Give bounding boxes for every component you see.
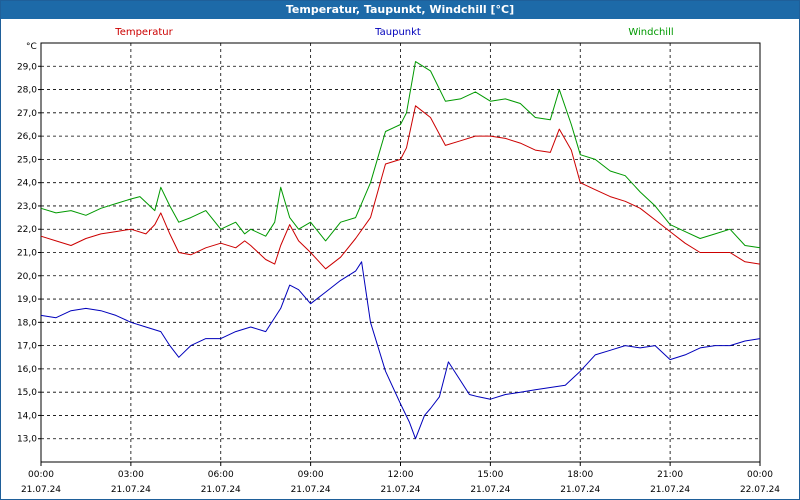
y-tick-label: 17,0 — [17, 342, 37, 352]
y-tick-label: 22,0 — [17, 225, 37, 235]
y-tick-label: 24,0 — [17, 179, 37, 189]
x-tick-date-label: 21.07.24 — [291, 485, 331, 495]
y-tick-label: 25,0 — [17, 155, 37, 165]
series-line-taupunkt — [40, 261, 761, 440]
y-tick-label: 29,0 — [17, 62, 37, 72]
x-tick-time-label: 00:00 — [747, 470, 773, 480]
axis-labels: 13,0 14,0 15,0 16,0 17,0 18,0 19,0 20,0 21,0 22,0… — [17, 62, 780, 495]
legend-item-windchill: Windchill — [628, 27, 673, 38]
x-tick-date-label: 21.07.24 — [470, 485, 510, 495]
y-tick-label: 27,0 — [17, 109, 37, 119]
y-tick-label: 28,0 — [17, 86, 37, 96]
y-tick-label: 14,0 — [17, 411, 37, 421]
x-tick-time-label: 21:00 — [657, 470, 683, 480]
data-series — [40, 61, 761, 440]
grid-lines — [41, 43, 760, 462]
y-tick-label: 15,0 — [17, 388, 37, 398]
x-tick-time-label: 15:00 — [477, 470, 503, 480]
y-tick-label: 21,0 — [17, 249, 37, 259]
y-tick-label: 23,0 — [17, 202, 37, 212]
x-tick-date-label: 21.07.24 — [380, 485, 420, 495]
y-tick-label: 19,0 — [17, 295, 37, 305]
y-tick-label: 20,0 — [17, 272, 37, 282]
x-tick-time-label: 09:00 — [298, 470, 324, 480]
x-tick-time-label: 06:00 — [208, 470, 234, 480]
x-tick-time-label: 03:00 — [118, 470, 144, 480]
series-line-temperatur — [40, 105, 761, 270]
x-tick-time-label: 18:00 — [567, 470, 593, 480]
x-tick-date-label: 21.07.24 — [650, 485, 690, 495]
x-tick-date-label: 21.07.24 — [560, 485, 600, 495]
x-tick-time-label: 12:00 — [388, 470, 414, 480]
x-tick-date-label: 22.07.24 — [740, 485, 780, 495]
x-tick-date-label: 21.07.24 — [201, 485, 241, 495]
y-axis-unit-label: °C — [26, 42, 37, 52]
y-tick-label: 16,0 — [17, 365, 37, 375]
chart-title: Temperatur, Taupunkt, Windchill [°C] — [1, 1, 799, 19]
y-tick-label: 26,0 — [17, 132, 37, 142]
y-tick-label: 18,0 — [17, 318, 37, 328]
legend: Temperatur Taupunkt Windchill — [114, 27, 673, 38]
x-tick-date-label: 21.07.24 — [111, 485, 151, 495]
legend-item-temperatur: Temperatur — [114, 27, 173, 38]
legend-item-taupunkt: Taupunkt — [374, 27, 421, 38]
x-tick-time-label: 00:00 — [28, 470, 54, 480]
x-tick-date-label: 21.07.24 — [21, 485, 61, 495]
y-tick-label: 13,0 — [17, 435, 37, 445]
series-line-windchill — [40, 61, 761, 249]
